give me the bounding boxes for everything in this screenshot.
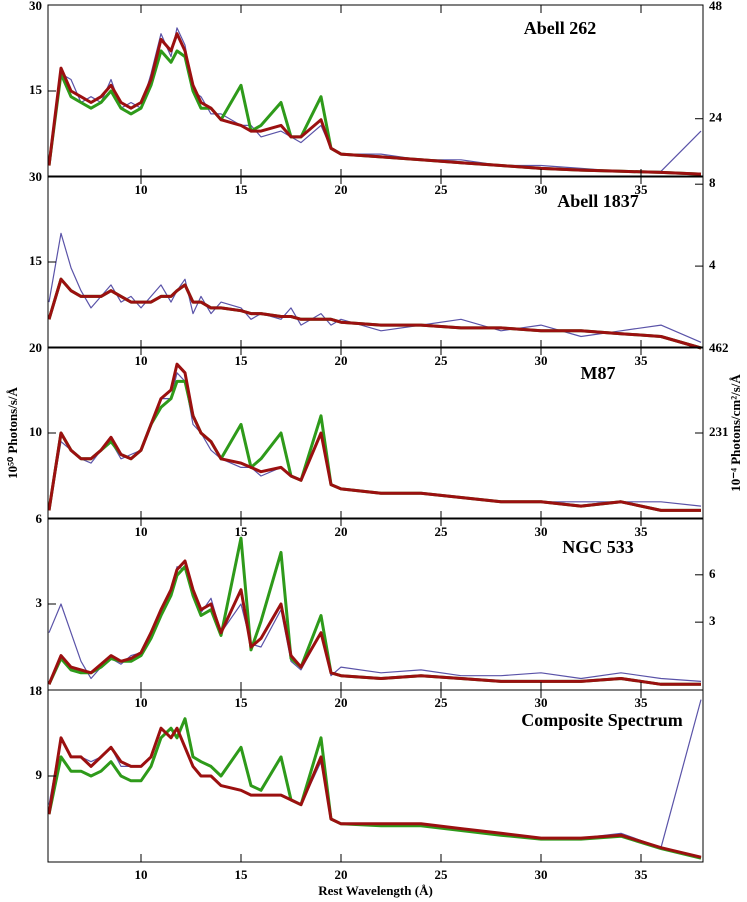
- spectrum-line: [47, 717, 702, 860]
- x-tick-label: 10: [135, 695, 148, 710]
- y-tick-label: 3: [36, 595, 43, 610]
- x-tick-label: 25: [435, 695, 449, 710]
- spectrum-line: [47, 277, 702, 350]
- x-tick-label: 35: [635, 182, 649, 197]
- spectrum-line: [47, 32, 702, 176]
- x-tick-label: 35: [635, 695, 649, 710]
- y-tick-label: 20: [29, 340, 42, 355]
- x-tick-label: 25: [435, 182, 449, 197]
- y2-tick-label: 6: [709, 566, 716, 581]
- y-tick-label: 10: [29, 424, 42, 439]
- x-tick-label: 30: [535, 353, 548, 368]
- x-tick-label: 20: [335, 867, 348, 882]
- panel-title: NGC 533: [562, 537, 634, 557]
- panel-title: Abell 1837: [557, 191, 639, 211]
- y-tick-label: 15: [29, 82, 43, 97]
- x-tick-label: 10: [135, 867, 148, 882]
- panel-title: Abell 262: [524, 18, 597, 38]
- y-tick-label: 9: [36, 767, 43, 782]
- spectrum-line: [47, 726, 702, 859]
- y-tick-label: 18: [29, 683, 43, 698]
- x-tick-label: 20: [335, 695, 348, 710]
- x-tick-label: 20: [335, 182, 348, 197]
- y-axis-label: 10⁵⁰ Photons/s/Å: [5, 386, 20, 478]
- spectrum-line: [47, 277, 702, 350]
- x-tick-label: 15: [235, 182, 249, 197]
- spectrum-line: [47, 362, 701, 512]
- spectrum-line: [48, 566, 702, 682]
- y-tick-label: 6: [36, 511, 43, 526]
- y2-tick-label: 3: [709, 613, 716, 628]
- x-tick-label: 30: [535, 695, 548, 710]
- y-tick-label: 30: [29, 0, 42, 13]
- x-tick-label: 15: [235, 695, 249, 710]
- y-tick-label: 15: [29, 253, 43, 268]
- x-tick-label: 20: [335, 353, 348, 368]
- y2-tick-label: 4: [709, 257, 716, 272]
- y2-tick-label: 231: [709, 424, 729, 439]
- x-tick-label: 30: [535, 867, 548, 882]
- spectrum-line: [48, 27, 702, 172]
- spectrum-line: [48, 232, 702, 343]
- x-tick-label: 30: [535, 524, 548, 539]
- x-axis-label: Rest Wavelength (Å): [318, 883, 433, 898]
- x-tick-label: 10: [135, 182, 148, 197]
- y2-tick-label: 462: [709, 340, 729, 355]
- x-tick-label: 25: [435, 353, 449, 368]
- x-tick-label: 30: [535, 182, 548, 197]
- x-tick-label: 25: [435, 524, 449, 539]
- x-tick-label: 35: [635, 353, 649, 368]
- x-tick-label: 25: [435, 867, 449, 882]
- spectrum-line: [48, 372, 702, 511]
- panel-title: Composite Spectrum: [521, 710, 682, 730]
- y2-tick-label: 8: [709, 175, 716, 190]
- y2-tick-label: 24: [709, 110, 723, 125]
- x-tick-label: 20: [335, 524, 348, 539]
- x-tick-label: 35: [635, 524, 649, 539]
- x-tick-label: 15: [235, 867, 249, 882]
- y-tick-label: 30: [29, 169, 42, 184]
- spectrum-line: [47, 536, 701, 686]
- x-tick-label: 15: [235, 524, 249, 539]
- panel-title: M87: [581, 363, 616, 383]
- spectrum-line: [47, 559, 701, 686]
- y2-tick-label: 48: [709, 0, 723, 13]
- x-tick-label: 15: [235, 353, 249, 368]
- x-tick-label: 35: [635, 867, 649, 882]
- x-tick-label: 10: [135, 524, 148, 539]
- y2-axis-label: 10⁻⁴ Photons/cm²/s/Å: [728, 374, 743, 492]
- x-tick-label: 10: [135, 353, 148, 368]
